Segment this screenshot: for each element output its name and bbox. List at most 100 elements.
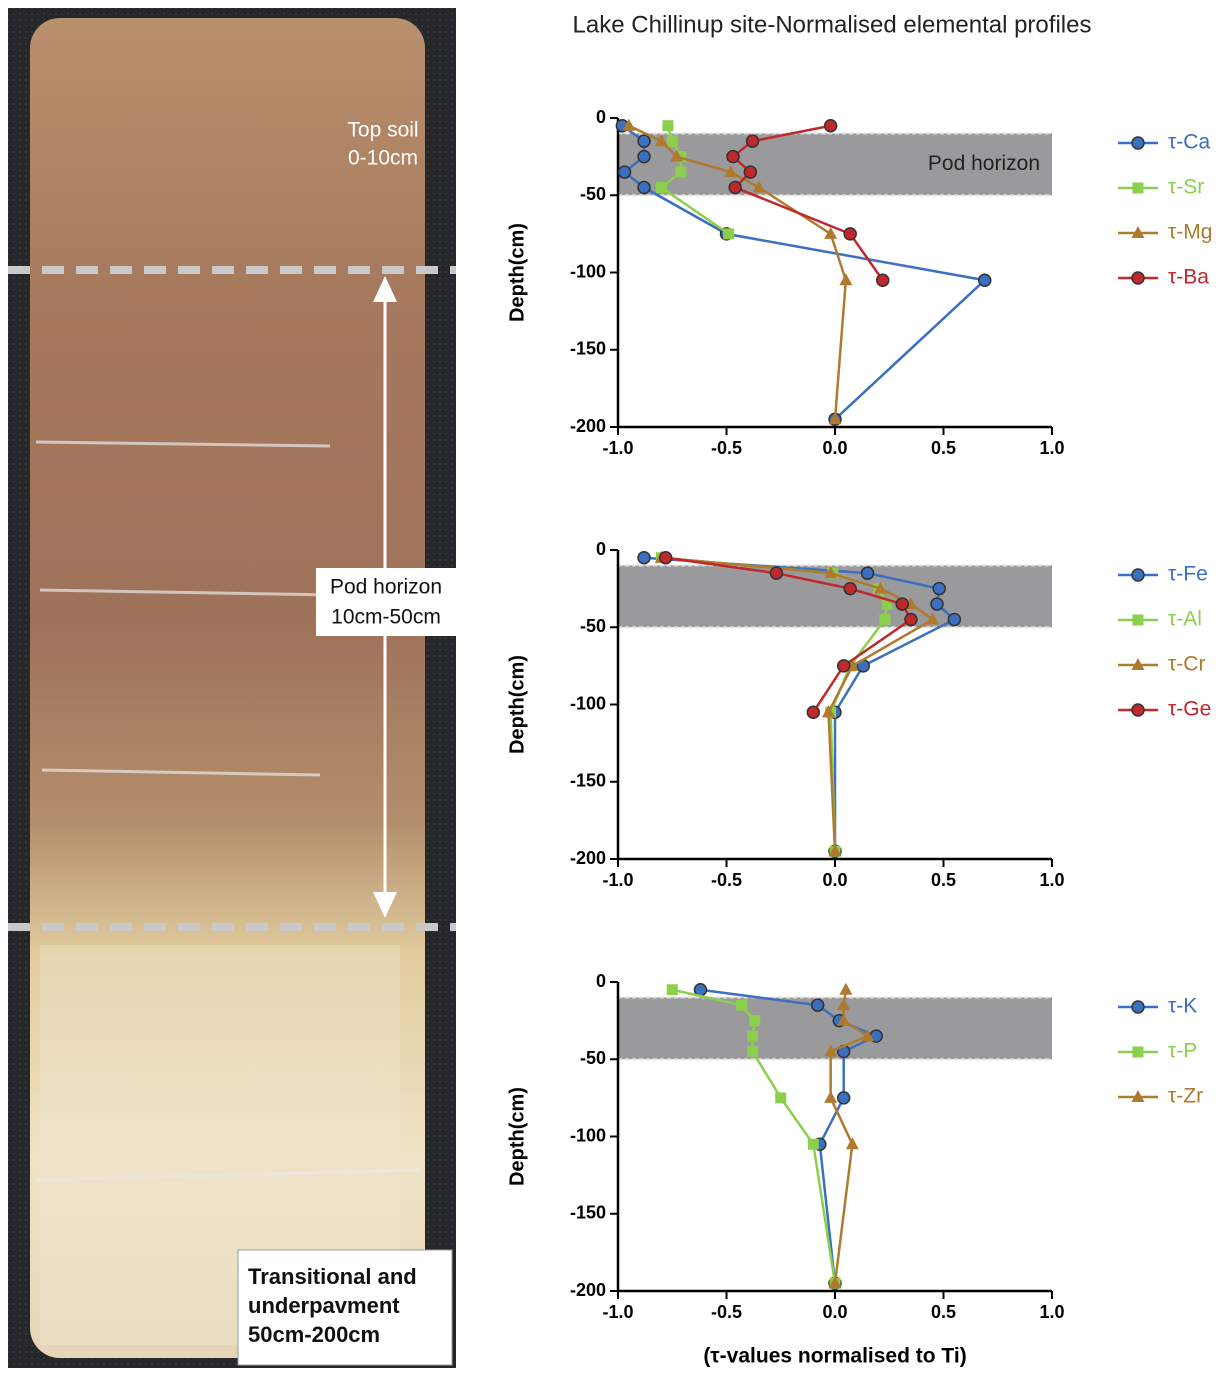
y-tick-label: -100 [570, 693, 606, 713]
y-tick-label: -50 [580, 616, 606, 636]
photo-label: 10cm-50cm [331, 606, 441, 629]
x-tick-label: 0.5 [931, 1302, 956, 1322]
y-tick-label: -50 [580, 1048, 606, 1068]
y-tick-label: -200 [570, 848, 606, 868]
marker [862, 567, 874, 579]
y-tick-label: -100 [570, 1125, 606, 1145]
marker [660, 552, 672, 564]
marker [838, 1092, 850, 1104]
y-tick-label: 0 [596, 107, 606, 127]
x-tick-label: -0.5 [711, 870, 742, 890]
legend-label: τ-Ge [1168, 698, 1211, 721]
marker [824, 1091, 837, 1103]
x-tick-label: 0.0 [822, 438, 847, 458]
y-tick-label: -50 [580, 184, 606, 204]
x-tick-label: -1.0 [602, 438, 633, 458]
marker [931, 598, 943, 610]
marker [812, 999, 824, 1011]
marker [638, 135, 650, 147]
marker [667, 136, 678, 147]
x-tick-label: 1.0 [1039, 438, 1064, 458]
y-tick-label: 0 [596, 539, 606, 559]
marker [747, 1046, 758, 1057]
band-label: Pod horizon [928, 152, 1040, 175]
marker [839, 983, 852, 995]
x-tick-label: 0.0 [822, 1302, 847, 1322]
legend-label: τ-Cr [1168, 653, 1205, 676]
marker [729, 182, 741, 194]
legend-marker [1133, 183, 1144, 194]
marker [619, 166, 631, 178]
legend-label: τ-Sr [1168, 176, 1204, 199]
marker [736, 1000, 747, 1011]
legend-marker [1132, 569, 1144, 581]
y-axis-label: Depth(cm) [506, 223, 528, 322]
x-tick-label: 1.0 [1039, 870, 1064, 890]
marker [775, 1092, 786, 1103]
marker [896, 598, 908, 610]
legend-label: τ-Mg [1168, 221, 1212, 244]
marker [638, 182, 650, 194]
photo-label: 0-10cm [348, 147, 418, 170]
legend-marker [1132, 704, 1144, 716]
marker [979, 274, 991, 286]
y-tick-label: 0 [596, 971, 606, 991]
legend-label: τ-Zr [1168, 1085, 1203, 1108]
marker [667, 984, 678, 995]
x-axis-label: (τ-values normalised to Ti) [703, 1345, 966, 1368]
marker [638, 552, 650, 564]
legend-marker [1133, 1047, 1144, 1058]
marker [723, 228, 734, 239]
y-tick-label: -200 [570, 1280, 606, 1300]
legend-label: τ-Ca [1168, 131, 1210, 154]
marker [675, 167, 686, 178]
x-tick-label: 0.5 [931, 870, 956, 890]
marker [844, 583, 856, 595]
legend-marker [1132, 272, 1144, 284]
marker [749, 1015, 760, 1026]
marker [879, 614, 890, 625]
x-tick-label: -0.5 [711, 1302, 742, 1322]
marker [808, 1139, 819, 1150]
marker [662, 120, 673, 131]
marker [747, 1031, 758, 1042]
legend-label: τ-K [1168, 995, 1197, 1018]
legend-label: τ-Fe [1168, 563, 1208, 586]
marker [948, 614, 960, 626]
x-tick-label: 0.5 [931, 438, 956, 458]
marker [770, 567, 782, 579]
y-tick-label: -200 [570, 416, 606, 436]
figure-title: Lake Chillinup site-Normalised elemental… [573, 11, 1092, 38]
photo-label: 50cm-200cm [248, 1322, 380, 1347]
legend-label: τ-Al [1168, 608, 1202, 631]
marker [933, 583, 945, 595]
marker [905, 614, 917, 626]
x-tick-label: -0.5 [711, 438, 742, 458]
marker [807, 706, 819, 718]
marker [747, 135, 759, 147]
photo-label: Top soil [347, 119, 418, 142]
legend-marker [1132, 137, 1144, 149]
legend-marker [1133, 615, 1144, 626]
marker [744, 166, 756, 178]
figure: Top soil 0-10cm Pod horizon 10cm-50cm Tr… [0, 0, 1230, 1378]
marker [838, 660, 850, 672]
marker [656, 182, 667, 193]
legend-label: τ-Ba [1168, 266, 1209, 289]
y-tick-label: -150 [570, 1203, 606, 1223]
x-tick-label: -1.0 [602, 870, 633, 890]
marker [877, 274, 889, 286]
photo-label: Transitional and [248, 1264, 417, 1289]
x-tick-label: -1.0 [602, 1302, 633, 1322]
marker [839, 273, 852, 285]
x-tick-label: 1.0 [1039, 1302, 1064, 1322]
marker [844, 228, 856, 240]
legend-label: τ-P [1168, 1040, 1197, 1063]
marker [727, 151, 739, 163]
x-tick-label: 0.0 [822, 870, 847, 890]
y-tick-label: -150 [570, 771, 606, 791]
photo-label: Pod horizon [330, 576, 442, 599]
y-tick-label: -150 [570, 339, 606, 359]
photo: Top soil 0-10cm Pod horizon 10cm-50cm Tr… [8, 8, 456, 1368]
y-axis-label: Depth(cm) [506, 655, 528, 754]
